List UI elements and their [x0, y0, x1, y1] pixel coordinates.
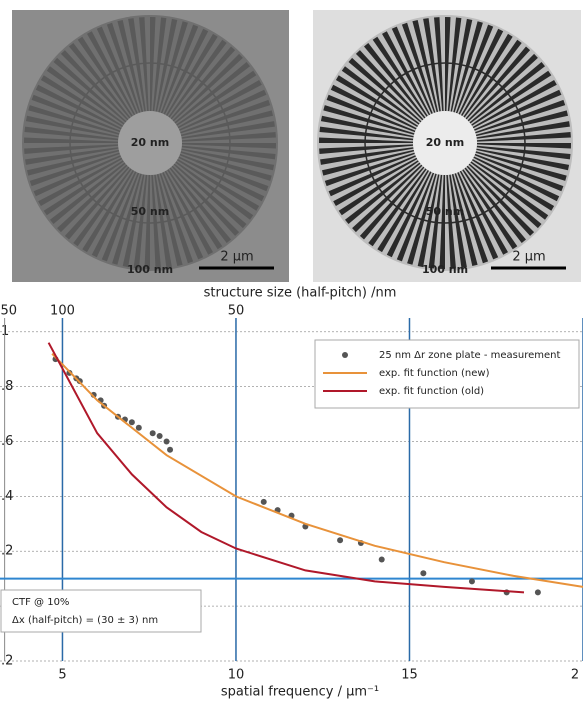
star-spoke — [139, 17, 149, 112]
ring — [69, 62, 231, 224]
chart: structure size (half-pitch) /nm spatial f… — [0, 286, 583, 700]
star-spoke — [445, 17, 451, 111]
star-spoke — [181, 132, 276, 142]
x2-axis-title: structure size (half-pitch) /nm — [204, 286, 397, 301]
data-point — [163, 438, 170, 445]
annotation-box — [0, 589, 202, 633]
star-spoke — [144, 175, 150, 269]
x-axis-title: spatial frequency / μm⁻¹ — [221, 685, 379, 700]
x-tick-label: 5 — [58, 668, 66, 683]
star-spoke — [447, 17, 462, 112]
legend-label: exp. fit function (new) — [379, 368, 490, 379]
y-tick-label: .4 — [1, 489, 13, 504]
x-tick-label: 2 — [571, 668, 579, 683]
data-point — [260, 498, 267, 505]
center — [413, 111, 477, 175]
star-spoke — [319, 137, 413, 143]
star-spoke — [428, 174, 443, 269]
star-spoke — [476, 145, 571, 160]
star-spoke — [24, 137, 118, 143]
data-point — [156, 432, 163, 439]
star-spoke — [477, 143, 571, 149]
x-tick-label: 10 — [228, 668, 245, 683]
micrographs: 20 nm 50 nm 100 nm 2 μm 20 nm 50 nm 100 nm 2 μm — [12, 10, 581, 282]
star-spoke — [151, 174, 161, 269]
x2-tick-label: 100 — [50, 304, 75, 319]
fit-line — [51, 353, 583, 588]
fit-line — [47, 342, 525, 594]
legend-label: 25 nm Δr zone plate - measurement — [379, 350, 560, 361]
star-spoke — [446, 174, 456, 269]
annotation: CTF @ 10% — [12, 597, 69, 608]
data-point — [378, 556, 385, 563]
y-tick-label: 1 — [1, 324, 9, 339]
ring — [364, 62, 526, 224]
image-label: 20 nm — [131, 136, 169, 149]
data-point — [149, 430, 156, 437]
center — [118, 111, 182, 175]
scale-bar-label: 2 μm — [512, 250, 545, 265]
data-point — [420, 570, 427, 577]
image-label: 100 nm — [422, 263, 468, 276]
x2-tick-label: 50 — [228, 304, 245, 319]
image-label: 50 nm — [131, 205, 169, 218]
x2-tick-label: 150 — [0, 304, 17, 319]
data-point — [337, 537, 344, 544]
star-spoke — [181, 145, 276, 160]
data-point — [468, 578, 475, 585]
star-spoke — [319, 126, 414, 141]
micrograph: 20 nm 50 nm 100 nm 2 μm — [12, 10, 289, 282]
x-tick-label: 15 — [401, 668, 418, 683]
y-tick-label: .6 — [1, 434, 13, 449]
star-spoke — [24, 126, 119, 141]
star-spoke — [319, 144, 414, 154]
star-spoke — [476, 132, 571, 142]
y-tick-label: .2 — [1, 654, 13, 669]
image-label: 50 nm — [426, 205, 464, 218]
y-tick-label: .2 — [1, 544, 13, 559]
data-point — [167, 446, 174, 453]
data-point — [534, 589, 541, 596]
image-label: 20 nm — [426, 136, 464, 149]
scale-bar-label: 2 μm — [220, 250, 253, 265]
image-label: 100 nm — [127, 263, 173, 276]
y-tick-label: .8 — [1, 379, 13, 394]
star-spoke — [133, 174, 148, 269]
star-spoke — [150, 17, 156, 111]
micrograph: 20 nm 50 nm 100 nm 2 μm — [313, 10, 581, 282]
data-point — [135, 424, 142, 431]
star-spoke — [439, 175, 445, 269]
annotation: Δx (half-pitch) = (30 ± 3) nm — [12, 615, 158, 626]
star-spoke — [434, 17, 444, 112]
data-point — [128, 419, 135, 426]
star-spoke — [24, 144, 119, 154]
legend-label: exp. fit function (old) — [379, 386, 484, 397]
star-spoke — [152, 17, 167, 112]
legend-marker — [342, 352, 348, 358]
star-spoke — [182, 143, 276, 149]
